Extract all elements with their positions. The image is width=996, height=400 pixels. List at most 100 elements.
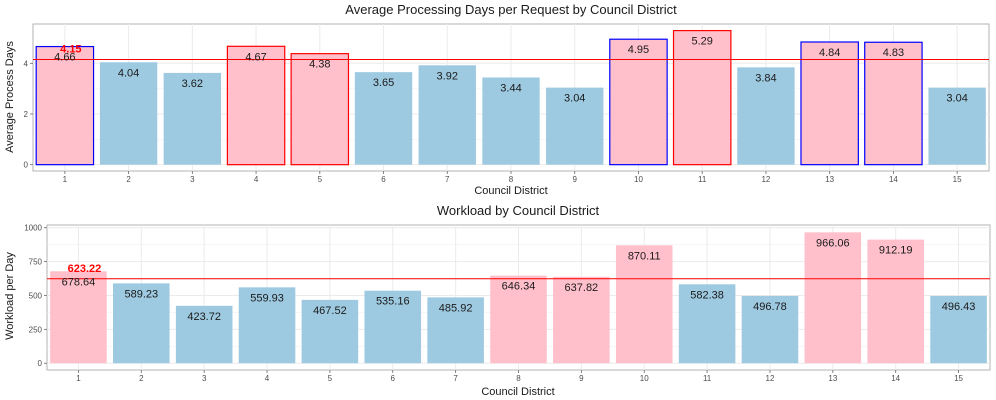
days-value-label-15: 3.04: [946, 93, 967, 105]
workload-value-label-8: 646.34: [502, 281, 536, 293]
workload-xtick-label-13: 13: [828, 374, 837, 383]
days-bar-11: [672, 29, 732, 166]
days-value-label-12: 3.84: [755, 72, 776, 84]
workload-chart: Workload by Council District 0 250 500 750 1…: [4, 203, 991, 398]
processing-days-title: Average Processing Days per Request by C…: [345, 2, 677, 17]
days-value-label-3: 3.62: [182, 78, 203, 90]
workload-value-label-7: 485.92: [439, 302, 473, 314]
days-value-label-4: 4.67: [245, 51, 266, 63]
workload-ytick-label: 0: [38, 359, 43, 368]
days-bar-7: [418, 65, 476, 165]
days-value-label-13: 4.84: [819, 47, 840, 59]
days-bar-4: [226, 45, 286, 166]
days-xtick-label-4: 4: [254, 175, 259, 184]
days-xtick-label-2: 2: [126, 175, 131, 184]
days-bar-3: [163, 72, 222, 165]
days-bar-8: [482, 77, 540, 165]
workload-bar-4: [238, 287, 296, 364]
workload-bar-9: [553, 276, 610, 364]
workload-xtick-label-11: 11: [703, 374, 712, 383]
workload-ylabel: Workload per Day: [4, 252, 16, 340]
workload-bar-2: [113, 283, 170, 364]
workload-value-label-15: 496.43: [942, 301, 976, 313]
workload-bar-14: [867, 239, 924, 364]
workload-ytick-label: 750: [29, 258, 43, 267]
workload-ytick-label: 500: [29, 291, 43, 300]
days-bar-12: [737, 67, 795, 165]
workload-xtick-label-14: 14: [891, 374, 900, 383]
days-xtick-label-3: 3: [190, 175, 195, 184]
workload-xtick-label-6: 6: [391, 374, 396, 383]
workload-bar-10: [615, 245, 673, 364]
workload-value-label-12: 496.78: [753, 301, 787, 313]
workload-xtick-label-3: 3: [202, 374, 207, 383]
days-value-label-7: 3.92: [437, 70, 458, 82]
workload-value-label-3: 423.72: [187, 311, 221, 323]
workload-xtick-label-12: 12: [766, 374, 775, 383]
workload-xtick-label-9: 9: [579, 374, 584, 383]
days-value-label-14: 4.83: [883, 47, 904, 59]
workload-title: Workload by Council District: [437, 203, 600, 218]
days-xtick-label-15: 15: [953, 175, 962, 184]
days-bar-6: [354, 72, 413, 165]
workload-value-label-14: 912.19: [879, 245, 913, 257]
workload-value-label-2: 589.23: [124, 288, 158, 300]
processing-days-xlabel: Council District: [474, 185, 547, 197]
days-value-label-9: 3.04: [564, 93, 585, 105]
days-bar-1: [35, 45, 95, 166]
days-value-label-6: 3.65: [373, 77, 394, 89]
days-xtick-label-5: 5: [318, 175, 323, 184]
workload-bar-8: [490, 275, 547, 364]
days-bar-10: [609, 38, 668, 166]
days-ytick-label: 0: [24, 161, 29, 170]
days-bar-9: [546, 87, 604, 165]
workload-value-label-6: 535.16: [376, 296, 410, 308]
days-value-label-1: 4.66: [54, 52, 75, 64]
workload-xtick-label-15: 15: [954, 374, 963, 383]
workload-mean-label: 623.22: [68, 263, 102, 275]
workload-ytick-label: 1000: [24, 224, 42, 233]
workload-plot: 02505007501000678.64589.23423.72559.9346…: [24, 224, 991, 383]
workload-value-label-11: 582.38: [690, 289, 724, 301]
days-xtick-label-13: 13: [825, 175, 834, 184]
workload-value-label-4: 559.93: [250, 292, 284, 304]
days-xtick-label-9: 9: [573, 175, 578, 184]
days-bar-13: [800, 41, 859, 166]
days-value-label-5: 4.38: [309, 59, 330, 71]
workload-xtick-label-2: 2: [139, 374, 144, 383]
workload-bar-13: [804, 232, 862, 364]
days-value-label-8: 3.44: [500, 82, 521, 94]
workload-value-label-9: 637.82: [565, 282, 599, 294]
days-xtick-label-8: 8: [509, 175, 514, 184]
days-ytick-label: 2: [24, 110, 29, 119]
days-value-label-11: 5.29: [691, 36, 712, 48]
workload-xtick-label-1: 1: [76, 374, 81, 383]
days-xtick-label-6: 6: [381, 175, 386, 184]
workload-bar-6: [364, 290, 422, 364]
workload-xtick-label-8: 8: [516, 374, 521, 383]
workload-bar-1: [50, 271, 107, 364]
workload-bar-3: [175, 305, 233, 364]
workload-xtick-label-7: 7: [453, 374, 458, 383]
days-xtick-label-10: 10: [634, 175, 643, 184]
workload-xtick-label-5: 5: [328, 374, 333, 383]
days-bar-15: [928, 87, 986, 165]
workload-value-label-1: 678.64: [62, 276, 96, 288]
days-xtick-label-14: 14: [889, 175, 898, 184]
days-bar-2: [99, 62, 158, 165]
workload-ytick-label: 250: [29, 325, 43, 334]
days-xtick-label-7: 7: [445, 175, 450, 184]
processing-days-ylabel: Average Process Days: [4, 41, 16, 153]
workload-value-label-10: 870.11: [628, 250, 661, 262]
days-bar-14: [864, 41, 923, 166]
workload-bar-7: [427, 297, 484, 364]
days-value-label-2: 4.04: [118, 67, 139, 79]
days-mean-label: 4.15: [60, 43, 81, 55]
days-value-label-10: 4.95: [628, 44, 649, 56]
workload-value-label-13: 966.06: [816, 237, 850, 249]
days-ytick-label: 4: [24, 59, 29, 68]
days-xtick-label-11: 11: [698, 175, 707, 184]
days-bar-5: [290, 53, 350, 166]
workload-bar-5: [301, 299, 359, 364]
